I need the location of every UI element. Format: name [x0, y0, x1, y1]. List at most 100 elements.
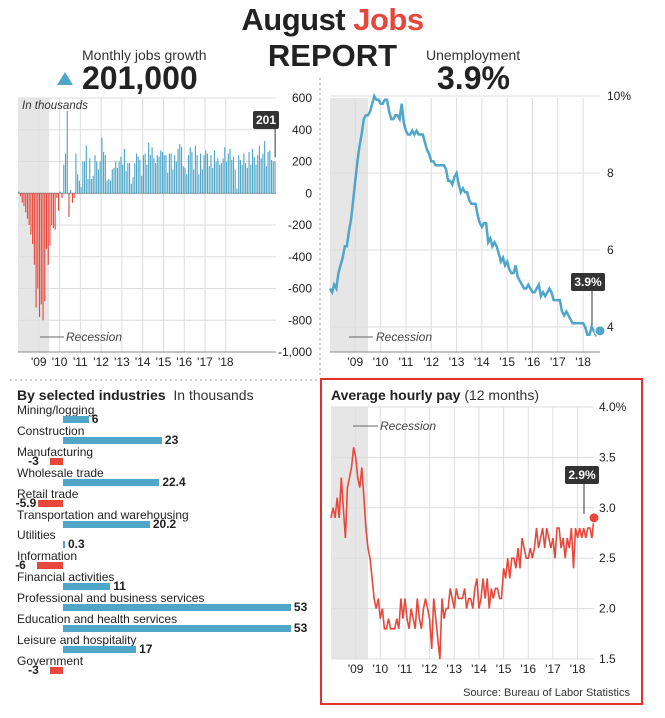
y-tick-label: 4: [607, 320, 614, 334]
jobs-bar: [61, 193, 63, 199]
jobs-bar: [54, 193, 56, 230]
x-tick-label: '16: [520, 662, 536, 676]
jobs-bar: [161, 151, 164, 194]
jobs-bar: [45, 193, 48, 249]
recession-label: Recession: [66, 330, 122, 344]
jobs-bar: [210, 155, 212, 194]
y-tick-label: 600: [292, 91, 312, 105]
industry-bar: [63, 478, 160, 486]
industry-bar: [63, 604, 291, 612]
industry-value: 11: [113, 579, 126, 594]
unit-label: In thousands: [22, 100, 88, 112]
hourly-pay-line: [330, 447, 595, 660]
bars: [18, 110, 276, 321]
jobs-bar: [232, 156, 235, 194]
jobs-bar: [127, 163, 129, 194]
jobs-bar: [94, 155, 96, 194]
jobs-bar: [245, 163, 247, 194]
y-tick-label: -1,000: [278, 345, 312, 359]
jobs-bar: [255, 164, 257, 194]
jobs-bar: [89, 158, 91, 194]
jobs-bar: [179, 144, 181, 194]
callout-box: [253, 111, 279, 129]
industry-label: Retail trade: [17, 486, 79, 501]
industry-label: Transportation and warehousing: [17, 507, 189, 522]
jobs-bar: [146, 164, 148, 194]
jobs-bar: [19, 193, 22, 197]
y-tick-label: -200: [288, 218, 312, 232]
x-tick-label: '15: [496, 662, 512, 676]
jobs-bar: [172, 169, 174, 194]
jobs-bar: [75, 153, 77, 194]
industry-bar: [63, 645, 137, 653]
jobs-bar: [144, 153, 146, 194]
industries-subtitle: In thousands: [173, 387, 254, 403]
recession-shading: [331, 407, 368, 659]
jobs-bar: [203, 155, 205, 194]
industry-value: 20.2: [152, 516, 177, 531]
y-tick-label: 8: [607, 166, 614, 180]
jobs-bar: [137, 156, 139, 194]
industry-bar: [63, 520, 150, 528]
industry-label: Construction: [17, 423, 85, 438]
jobs-bar: [220, 163, 222, 194]
jobs-bar: [139, 159, 141, 194]
jobs-bar: [182, 166, 184, 194]
jobs-bar: [148, 142, 150, 194]
industry-value: 6: [91, 412, 99, 426]
jobs-bar: [231, 159, 233, 194]
x-tick-label: '09: [348, 662, 364, 676]
jobs-bar: [32, 193, 34, 245]
x-tick-label: '09: [31, 355, 47, 369]
y-tick-label: 10%: [607, 89, 631, 103]
unemployment-label: Unemployment: [426, 47, 521, 63]
industry-label: Wholesale trade: [17, 465, 104, 480]
industry-bar: [63, 625, 291, 632]
industry-value: 53: [293, 600, 308, 615]
jobs-bar: [66, 110, 68, 194]
jobs-bar: [213, 150, 215, 194]
jobs-bar: [153, 158, 155, 194]
recession-label: Recession: [380, 419, 436, 433]
x-tick-label: '13: [114, 355, 130, 369]
x-tick-label: '13: [446, 662, 462, 676]
jobs-bar: [180, 147, 183, 194]
jobs-bar: [269, 150, 271, 194]
jobs-bar: [42, 193, 44, 321]
jobs-bar: [229, 148, 231, 194]
jobs-bar: [44, 193, 46, 302]
jobs-bar: [224, 147, 226, 194]
x-tick-label: '11: [73, 355, 88, 369]
jobs-bar: [132, 177, 134, 194]
jobs-bar: [23, 193, 25, 206]
y-tick-label: 1.5: [599, 652, 616, 666]
title-highlight: Jobs: [353, 2, 424, 37]
jobs-growth-label: Monthly jobs growth: [82, 47, 207, 63]
jobs-bar: [47, 193, 49, 265]
x-tick-label: '17: [545, 662, 561, 676]
industry-label: Leisure and hospitality: [17, 632, 137, 647]
x-tick-label: '09: [347, 355, 363, 369]
jobs-bar: [120, 156, 122, 194]
jobs-bar: [30, 193, 32, 235]
callout-box: [565, 466, 599, 484]
callout-text: 2.9%: [568, 468, 596, 482]
jobs-bar: [52, 193, 54, 229]
industry-value: 17: [139, 641, 153, 656]
industry-bar: [37, 499, 63, 507]
jobs-bar: [123, 148, 125, 194]
industry-bar: [50, 457, 63, 465]
jobs-bar: [258, 145, 261, 194]
x-tick-label: '18: [570, 662, 586, 676]
unemployment-value: 3.9%: [437, 60, 510, 96]
jobs-bar: [25, 193, 27, 213]
jobs-bar: [177, 148, 179, 194]
jobs-bar: [103, 151, 105, 194]
jobs-bar: [122, 164, 124, 194]
jobs-bar: [219, 164, 221, 194]
jobs-bar: [56, 193, 58, 199]
x-tick-label: '15: [499, 355, 515, 369]
jobs-bar: [59, 191, 61, 194]
jobs-bar: [160, 150, 162, 194]
jobs-bar: [193, 169, 195, 194]
